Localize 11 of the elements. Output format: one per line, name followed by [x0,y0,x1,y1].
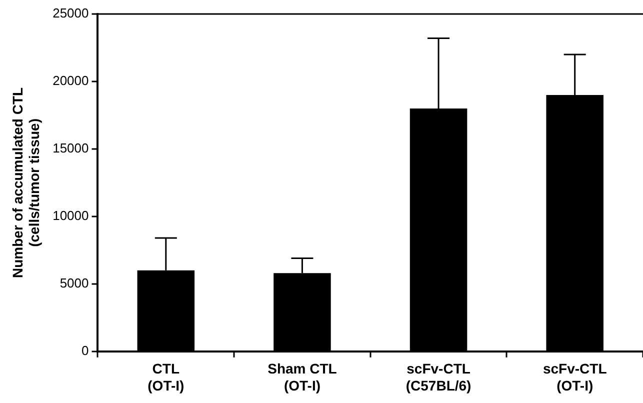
y-tick-label: 10000 [52,208,89,224]
y-tick-label: 15000 [52,140,89,156]
y-tick-label: 0 [82,342,89,358]
y-tick-label: 20000 [52,73,89,88]
y-tick-label: 25000 [52,6,89,21]
y-axis-title: Number of accumulated CTL (cells/tumor tissue) [9,86,42,278]
x-tick-label: Sham CTL (OT-I) [268,360,338,394]
y-tick-label: 5000 [60,276,89,290]
x-tick-label: scFv-CTL (OT-I) [542,360,608,394]
x-tick-label: scFv-CTL (C57BL/6) [406,360,472,394]
x-tick-label: CTL (OT-I) [148,360,184,394]
